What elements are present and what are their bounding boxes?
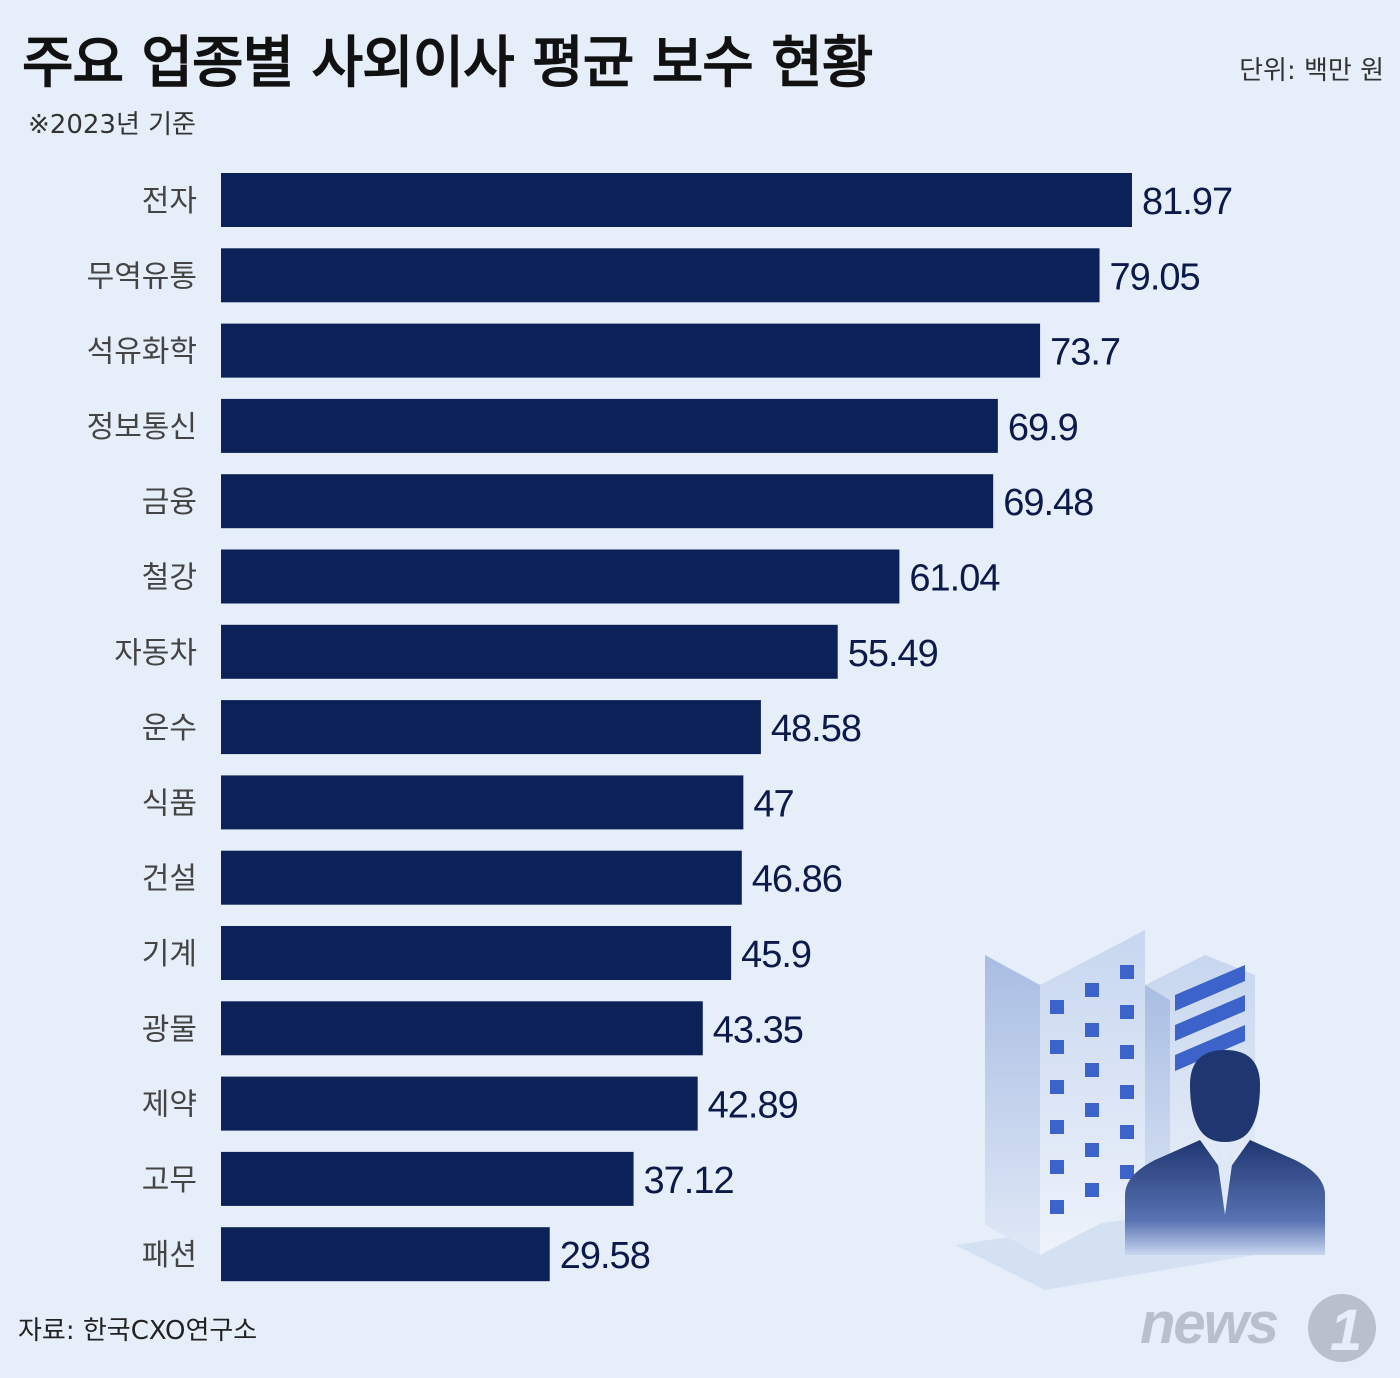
- category-label: 패션: [142, 1238, 197, 1273]
- category-label: 금융: [142, 485, 197, 520]
- bar: [221, 775, 744, 830]
- category-label: 전자: [142, 184, 197, 219]
- bar: [221, 173, 1132, 227]
- source-note: 자료: 한국CXO연구소: [18, 1316, 258, 1346]
- bar-chart: 전자 81.97 무역유통 79.05 석유화학 73.7 정보통신 69.9 금융 69.48 철…: [87, 173, 1233, 1282]
- bar: [221, 323, 1041, 378]
- value-label: 47: [753, 783, 793, 825]
- chart-subtitle: ※2023년 기준: [28, 110, 196, 140]
- category-label: 광물: [142, 1012, 197, 1047]
- value-label: 45.9: [741, 934, 811, 976]
- building-and-businessman-icon: [955, 930, 1325, 1290]
- bar: [221, 474, 994, 529]
- value-label: 43.35: [713, 1009, 803, 1051]
- bar: [221, 926, 732, 980]
- value-label: 81.97: [1142, 181, 1232, 223]
- value-label: 69.9: [1008, 407, 1078, 449]
- category-label: 무역유통: [87, 259, 197, 294]
- category-label: 철강: [142, 561, 197, 596]
- bar: [221, 1076, 698, 1131]
- category-label: 제약: [142, 1088, 197, 1123]
- category-label: 기계: [142, 937, 197, 972]
- value-label: 46.86: [752, 859, 842, 901]
- bars-group: 전자 81.97 무역유통 79.05 석유화학 73.7 정보통신 69.9 금융 69.48 철…: [87, 173, 1233, 1282]
- bar: [221, 850, 742, 905]
- bar: [221, 1001, 703, 1056]
- news1-logo-mark-icon: 1: [1308, 1294, 1376, 1363]
- category-label: 운수: [142, 711, 197, 746]
- bar: [221, 398, 998, 453]
- value-label: 55.49: [848, 633, 938, 675]
- value-label: 42.89: [708, 1085, 798, 1127]
- value-label: 37.12: [644, 1160, 734, 1202]
- bar: [221, 1227, 550, 1282]
- value-label: 29.58: [560, 1235, 650, 1277]
- value-label: 79.05: [1110, 256, 1200, 298]
- bar: [221, 1151, 634, 1206]
- bar: [221, 248, 1100, 303]
- value-label: 73.7: [1050, 332, 1120, 374]
- category-label: 고무: [142, 1163, 197, 1198]
- bar: [221, 624, 838, 679]
- category-label: 석유화학: [87, 335, 197, 370]
- bar: [221, 549, 900, 604]
- category-label: 건설: [142, 862, 197, 897]
- news1-logo: news: [1140, 1291, 1279, 1356]
- chart-title: 주요 업종별 사외이사 평균 보수 현황: [22, 31, 873, 96]
- value-label: 61.04: [909, 558, 1000, 600]
- unit-label: 단위: 백만 원: [1239, 56, 1384, 86]
- category-label: 정보통신: [87, 410, 197, 445]
- value-label: 48.58: [771, 708, 861, 750]
- bar: [221, 700, 761, 755]
- value-label: 69.48: [1003, 482, 1093, 524]
- category-label: 자동차: [114, 636, 197, 671]
- category-label: 식품: [142, 786, 197, 821]
- logo-mark-text: 1: [1330, 1298, 1362, 1363]
